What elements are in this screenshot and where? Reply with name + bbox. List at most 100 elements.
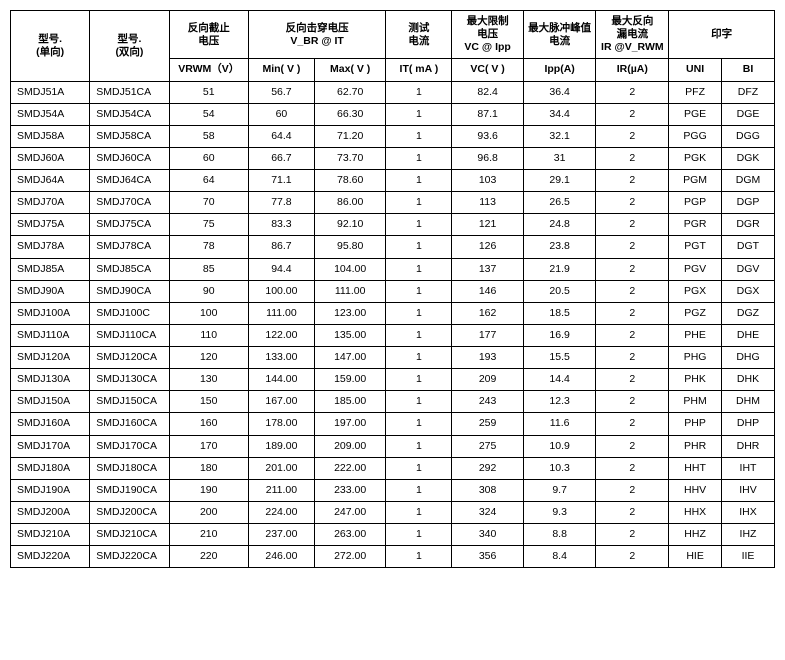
cell-uni: HHT (669, 457, 722, 479)
cell-max: 272.00 (314, 546, 385, 568)
cell-ir: 2 (596, 457, 669, 479)
cell-model-uni: SMDJ200A (11, 501, 90, 523)
cell-ir: 2 (596, 479, 669, 501)
cell-ipp: 29.1 (523, 170, 596, 192)
cell-vc: 308 (452, 479, 523, 501)
cell-it: 1 (386, 324, 452, 346)
cell-vrwm: 75 (169, 214, 248, 236)
cell-max: 222.00 (314, 457, 385, 479)
table-row: SMDJ85ASMDJ85CA8594.4104.00113721.92PGVD… (11, 258, 775, 280)
cell-vrwm: 110 (169, 324, 248, 346)
cell-max: 135.00 (314, 324, 385, 346)
cell-model-uni: SMDJ150A (11, 391, 90, 413)
cell-it: 1 (386, 457, 452, 479)
cell-vrwm: 160 (169, 413, 248, 435)
cell-ipp: 14.4 (523, 369, 596, 391)
cell-min: 60 (248, 103, 314, 125)
cell-model-uni: SMDJ120A (11, 347, 90, 369)
table-row: SMDJ51ASMDJ51CA5156.762.70182.436.42PFZD… (11, 81, 775, 103)
cell-model-uni: SMDJ60A (11, 147, 90, 169)
cell-uni: PHG (669, 347, 722, 369)
cell-model-uni: SMDJ220A (11, 546, 90, 568)
cell-it: 1 (386, 391, 452, 413)
cell-vrwm: 180 (169, 457, 248, 479)
th-sub-ipp: Ipp(A) (523, 59, 596, 81)
table-row: SMDJ110ASMDJ110CA110122.00135.00117716.9… (11, 324, 775, 346)
cell-vc: 137 (452, 258, 523, 280)
cell-min: 133.00 (248, 347, 314, 369)
cell-max: 92.10 (314, 214, 385, 236)
cell-ipp: 34.4 (523, 103, 596, 125)
cell-model-bi: SMDJ220CA (90, 546, 169, 568)
cell-vrwm: 54 (169, 103, 248, 125)
spec-table: 型号.(单向) 型号.(双向) 反向截止电压 反向击穿电压V_BR @ IT 测… (10, 10, 775, 568)
th-breakdown: 反向击穿电压V_BR @ IT (248, 11, 385, 59)
cell-uni: PGV (669, 258, 722, 280)
cell-vrwm: 120 (169, 347, 248, 369)
cell-min: 77.8 (248, 192, 314, 214)
cell-vrwm: 210 (169, 524, 248, 546)
cell-ipp: 20.5 (523, 280, 596, 302)
cell-vc: 177 (452, 324, 523, 346)
cell-vrwm: 100 (169, 302, 248, 324)
table-head: 型号.(单向) 型号.(双向) 反向截止电压 反向击穿电压V_BR @ IT 测… (11, 11, 775, 82)
cell-max: 263.00 (314, 524, 385, 546)
cell-ir: 2 (596, 347, 669, 369)
cell-ipp: 31 (523, 147, 596, 169)
cell-uni: PGZ (669, 302, 722, 324)
cell-vc: 275 (452, 435, 523, 457)
cell-uni: PGM (669, 170, 722, 192)
cell-ipp: 10.9 (523, 435, 596, 457)
cell-model-bi: SMDJ200CA (90, 501, 169, 523)
cell-bi: DHP (722, 413, 775, 435)
cell-ipp: 8.8 (523, 524, 596, 546)
cell-min: 237.00 (248, 524, 314, 546)
cell-min: 167.00 (248, 391, 314, 413)
cell-bi: DGT (722, 236, 775, 258)
cell-model-bi: SMDJ150CA (90, 391, 169, 413)
cell-it: 1 (386, 302, 452, 324)
cell-bi: DHK (722, 369, 775, 391)
cell-model-bi: SMDJ100C (90, 302, 169, 324)
spec-table-container: 型号.(单向) 型号.(双向) 反向截止电压 反向击穿电压V_BR @ IT 测… (10, 10, 775, 568)
cell-min: 111.00 (248, 302, 314, 324)
cell-uni: HHX (669, 501, 722, 523)
cell-vc: 193 (452, 347, 523, 369)
cell-it: 1 (386, 236, 452, 258)
cell-bi: DFZ (722, 81, 775, 103)
cell-vc: 340 (452, 524, 523, 546)
cell-model-uni: SMDJ78A (11, 236, 90, 258)
cell-ir: 2 (596, 413, 669, 435)
cell-bi: DGM (722, 170, 775, 192)
cell-uni: PHP (669, 413, 722, 435)
cell-vrwm: 220 (169, 546, 248, 568)
cell-model-bi: SMDJ160CA (90, 413, 169, 435)
cell-ir: 2 (596, 192, 669, 214)
cell-uni: PGP (669, 192, 722, 214)
cell-bi: IIE (722, 546, 775, 568)
cell-model-bi: SMDJ85CA (90, 258, 169, 280)
cell-bi: IHZ (722, 524, 775, 546)
cell-bi: DHE (722, 324, 775, 346)
cell-model-uni: SMDJ85A (11, 258, 90, 280)
cell-model-bi: SMDJ110CA (90, 324, 169, 346)
table-row: SMDJ220ASMDJ220CA220246.00272.0013568.42… (11, 546, 775, 568)
th-sub-vrwm: VRWM（V） (169, 59, 248, 81)
cell-max: 78.60 (314, 170, 385, 192)
cell-model-uni: SMDJ160A (11, 413, 90, 435)
cell-ir: 2 (596, 391, 669, 413)
cell-ir: 2 (596, 501, 669, 523)
cell-max: 233.00 (314, 479, 385, 501)
table-row: SMDJ70ASMDJ70CA7077.886.00111326.52PGPDG… (11, 192, 775, 214)
cell-ipp: 24.8 (523, 214, 596, 236)
cell-uni: PGK (669, 147, 722, 169)
cell-vc: 243 (452, 391, 523, 413)
cell-ir: 2 (596, 214, 669, 236)
cell-it: 1 (386, 546, 452, 568)
cell-min: 189.00 (248, 435, 314, 457)
cell-it: 1 (386, 81, 452, 103)
cell-model-uni: SMDJ70A (11, 192, 90, 214)
th-sub-vc: VC( V ) (452, 59, 523, 81)
cell-vc: 146 (452, 280, 523, 302)
cell-model-bi: SMDJ90CA (90, 280, 169, 302)
